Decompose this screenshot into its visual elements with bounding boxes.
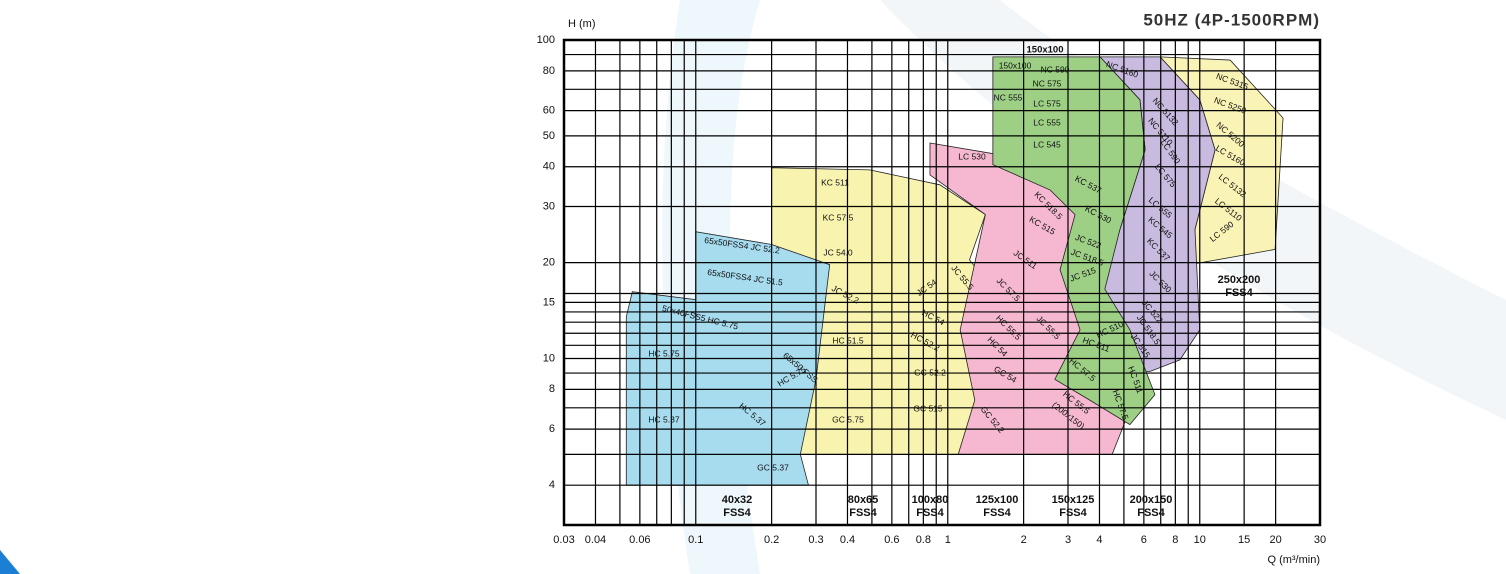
size-label: FSS4 — [1059, 507, 1087, 519]
size-label: FSS4 — [1225, 287, 1253, 299]
y-tick-label: 10 — [543, 352, 555, 364]
model-label: GC 5.37 — [757, 462, 789, 472]
y-axis-label: H (m) — [568, 18, 596, 30]
size-label: FSS4 — [723, 507, 751, 519]
x-tick-label: 0.06 — [629, 534, 650, 546]
x-tick-label: 10 — [1194, 534, 1206, 546]
x-tick-label: 0.8 — [916, 534, 931, 546]
x-tick-label: 3 — [1065, 534, 1071, 546]
model-label: NC 575 — [1033, 78, 1062, 88]
x-tick-label: 1 — [945, 534, 951, 546]
size-label: FSS4 — [1137, 507, 1165, 519]
x-tick-label: 0.2 — [764, 534, 779, 546]
size-label: FSS4 — [916, 507, 944, 519]
size-label: 250x200 — [1218, 274, 1261, 286]
model-label: HC 51.5 — [832, 335, 863, 345]
x-tick-label: 0.1 — [688, 534, 703, 546]
y-tick-label: 40 — [543, 161, 555, 173]
y-tick-label: 80 — [543, 65, 555, 77]
x-tick-label: 30 — [1314, 534, 1326, 546]
model-label: GC 515 — [913, 403, 943, 413]
x-axis-label: Q (m³/min) — [1267, 554, 1320, 566]
x-tick-label: 4 — [1096, 534, 1102, 546]
size-label: 100x80 — [912, 494, 949, 506]
model-label: 150x100 — [999, 60, 1032, 70]
chart-title: 50HZ (4P-1500RPM) — [1143, 10, 1320, 29]
y-tick-label: 4 — [549, 479, 555, 491]
model-label: 150x100 — [1027, 45, 1064, 56]
model-label: NC 555 — [994, 92, 1023, 102]
size-label: 200x150 — [1130, 494, 1173, 506]
x-tick-label: 6 — [1141, 534, 1147, 546]
model-label: JC 54.0 — [823, 247, 853, 257]
y-tick-label: 15 — [543, 296, 555, 308]
model-label: NC 590 — [1041, 64, 1070, 74]
model-label: LC 530 — [958, 151, 986, 161]
plot-frame — [562, 38, 1322, 527]
size-label: 125x100 — [976, 494, 1019, 506]
size-label: FSS4 — [849, 507, 877, 519]
x-tick-label: 0.3 — [808, 534, 823, 546]
model-label: HC 5.37 — [648, 414, 679, 424]
x-tick-label: 15 — [1238, 534, 1250, 546]
x-tick-label: 20 — [1270, 534, 1282, 546]
model-label: KC 57.5 — [823, 212, 854, 222]
model-label: LC 555 — [1033, 117, 1061, 127]
size-label: FSS4 — [983, 507, 1011, 519]
x-tick-label: 8 — [1172, 534, 1178, 546]
y-tick-label: 60 — [543, 105, 555, 117]
y-tick-label: 8 — [549, 383, 555, 395]
x-tick-label: 2 — [1021, 534, 1027, 546]
model-label: LC 545 — [1033, 139, 1061, 149]
model-label: KC 511 — [821, 177, 849, 187]
model-label: GC 5.75 — [832, 414, 864, 424]
size-label: 80x65 — [848, 494, 879, 506]
size-label: 40x32 — [722, 494, 753, 506]
size-label: 150x125 — [1052, 494, 1095, 506]
x-tick-label: 0.03 — [553, 534, 574, 546]
model-label: LC 575 — [1033, 98, 1061, 108]
y-tick-label: 100 — [537, 34, 555, 46]
model-label: HC 5.75 — [648, 348, 679, 358]
y-tick-label: 50 — [543, 130, 555, 142]
y-tick-label: 30 — [543, 200, 555, 212]
y-tick-label: 6 — [549, 423, 555, 435]
model-label: GC 52.2 — [914, 367, 946, 377]
y-tick-label: 20 — [543, 257, 555, 269]
x-tick-label: 0.6 — [884, 534, 899, 546]
x-tick-label: 0.4 — [840, 534, 855, 546]
x-tick-label: 0.04 — [585, 534, 606, 546]
